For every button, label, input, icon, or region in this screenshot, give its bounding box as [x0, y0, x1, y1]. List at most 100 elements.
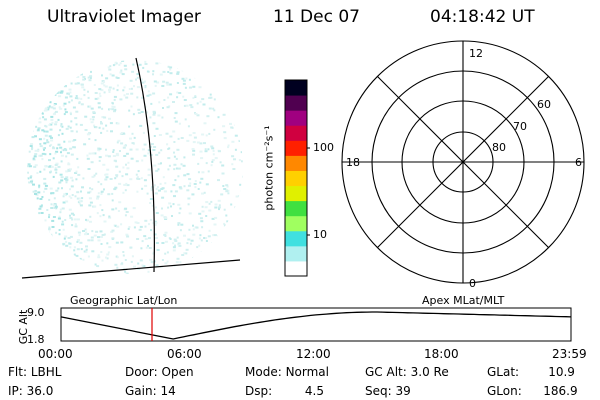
uv-speckle	[115, 207, 118, 210]
uv-speckle	[80, 83, 84, 86]
uv-speckle	[56, 147, 59, 150]
uv-speckle	[113, 188, 117, 191]
uv-speckle	[86, 133, 90, 136]
uv-speckle	[44, 184, 48, 187]
horizon-line	[21, 259, 241, 279]
seq-value: 39	[395, 384, 411, 398]
uv-speckle	[67, 168, 70, 171]
uv-speckle	[168, 202, 172, 205]
uv-speckle	[62, 104, 65, 107]
uv-speckle	[78, 234, 81, 237]
uv-speckle	[216, 89, 219, 92]
colorbar-tick-label-100: 100	[313, 141, 334, 154]
uv-speckle	[211, 159, 215, 162]
uv-speckle	[93, 174, 96, 177]
uv-speckle	[76, 157, 79, 160]
uv-speckle	[168, 147, 171, 150]
uv-speckle	[72, 66, 76, 68]
uv-speckle	[98, 149, 101, 152]
uv-speckle	[35, 239, 38, 242]
uv-speckle	[170, 205, 172, 208]
uv-speckle	[42, 116, 45, 119]
uv-speckle	[132, 63, 135, 66]
uv-speckle	[89, 272, 92, 274]
uv-speckle	[75, 123, 78, 126]
uv-speckle	[97, 148, 100, 151]
uv-speckle	[97, 239, 101, 242]
uv-speckle	[114, 186, 118, 189]
uv-speckle	[69, 111, 72, 114]
uv-speckle	[35, 74, 38, 77]
uv-speckle	[119, 98, 123, 101]
uv-speckle	[206, 63, 210, 66]
earth-uv-image	[21, 57, 243, 279]
uv-speckle	[203, 122, 207, 125]
uv-speckle	[239, 183, 242, 186]
uv-speckle	[80, 97, 83, 100]
uv-speckle	[88, 204, 92, 207]
uv-speckle	[227, 73, 231, 76]
uv-speckle	[235, 195, 239, 198]
dsp-value: 4.5	[304, 384, 324, 398]
uv-speckle	[73, 249, 76, 252]
uv-speckle	[27, 239, 31, 242]
uv-speckle	[115, 174, 119, 177]
uv-speckle	[237, 242, 241, 245]
uv-speckle	[114, 225, 117, 227]
uv-speckle	[84, 228, 87, 231]
uv-speckle	[213, 263, 217, 266]
uv-speckle	[164, 182, 167, 185]
uv-speckle	[53, 104, 56, 107]
uv-speckle	[189, 104, 193, 107]
uv-speckle	[155, 153, 159, 156]
uv-speckle	[49, 269, 52, 272]
uv-speckle	[69, 91, 72, 94]
uv-speckle	[39, 67, 42, 70]
uv-speckle	[199, 234, 202, 237]
uv-speckle	[141, 148, 145, 151]
uv-speckle	[64, 74, 67, 76]
uv-speckle	[42, 73, 45, 76]
uv-speckle	[47, 84, 51, 87]
uv-speckle	[106, 253, 110, 256]
uv-speckle	[238, 240, 242, 243]
uv-speckle	[78, 102, 81, 105]
uv-speckle	[205, 240, 208, 242]
uv-speckle	[44, 134, 48, 137]
uv-speckle	[124, 189, 127, 192]
uv-speckle	[54, 205, 58, 208]
uv-speckle	[216, 61, 219, 64]
uv-speckle	[160, 162, 162, 165]
uv-speckle	[194, 65, 197, 68]
uv-speckle	[69, 235, 73, 238]
uv-speckle	[147, 270, 150, 273]
uv-speckle	[48, 124, 51, 126]
uv-speckle	[175, 157, 178, 160]
uv-speckle	[122, 254, 125, 257]
uv-speckle	[167, 96, 170, 99]
uv-speckle	[56, 82, 60, 85]
uv-speckle	[74, 117, 78, 120]
uv-speckle	[154, 237, 158, 239]
uv-speckle	[125, 163, 127, 166]
uv-speckle	[141, 264, 144, 267]
uv-speckle	[173, 168, 176, 171]
uv-speckle	[159, 73, 163, 76]
uv-speckle	[77, 173, 81, 176]
uv-speckle	[221, 172, 225, 175]
uv-speckle	[68, 88, 72, 91]
uv-speckle	[62, 243, 65, 246]
uv-speckle	[126, 93, 129, 95]
uv-speckle	[232, 88, 235, 91]
uv-speckle	[211, 217, 215, 220]
uv-speckle	[122, 251, 125, 253]
uv-speckle	[38, 261, 42, 264]
uv-speckle	[65, 127, 69, 130]
uv-speckle	[182, 82, 186, 85]
uv-speckle	[204, 237, 208, 240]
uv-speckle	[130, 92, 134, 95]
uv-speckle	[48, 226, 51, 229]
uv-speckle	[30, 113, 34, 116]
uv-speckle	[52, 107, 56, 110]
uv-speckle	[101, 259, 104, 262]
